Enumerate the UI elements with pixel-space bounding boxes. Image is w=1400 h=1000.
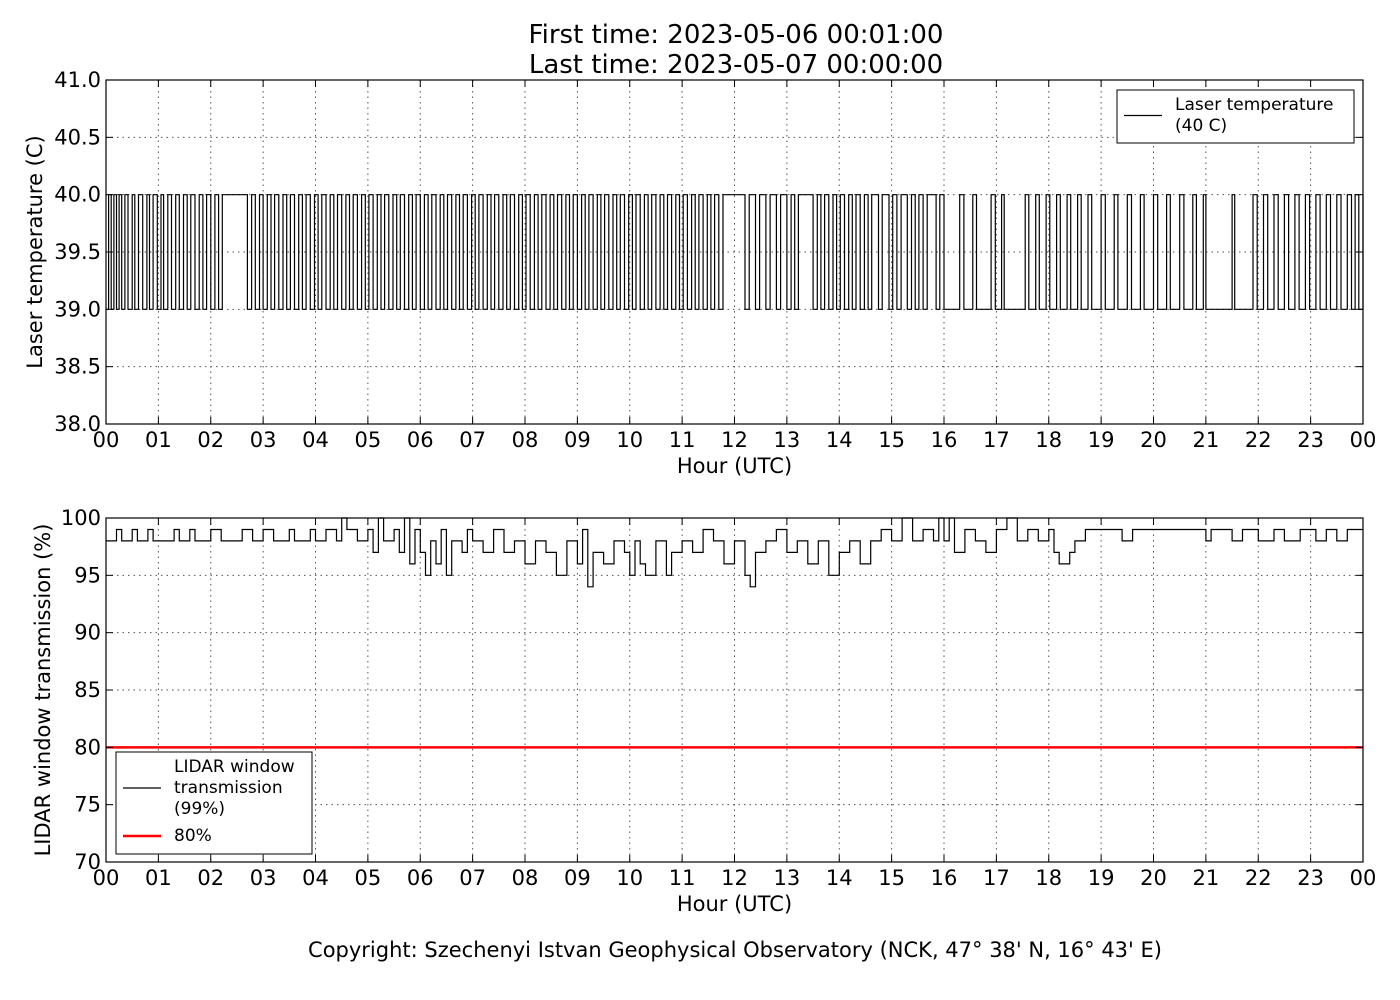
lidar-x-tick-label: 17 <box>983 866 1010 890</box>
laser-x-tick-label: 00 <box>93 428 120 452</box>
lidar-series-line <box>106 517 1363 588</box>
title-line-1: First time: 2023-05-06 00:01:00 <box>529 20 944 50</box>
lidar-x-tick-label: 23 <box>1297 866 1324 890</box>
copyright-footer: Copyright: Szechenyi Istvan Geophysical … <box>308 938 1162 962</box>
lidar-x-tick-label: 07 <box>459 866 486 890</box>
lidar-x-tick-label: 13 <box>774 866 801 890</box>
laser-x-tick-label: 07 <box>459 428 486 452</box>
lidar-legend-label: 80% <box>174 826 212 846</box>
lidar-x-tick-label: 00 <box>93 866 120 890</box>
lidar-y-tick-label: 100 <box>61 506 101 530</box>
lidar-y-tick-label: 70 <box>74 850 101 874</box>
lidar-x-tick-label: 16 <box>931 866 958 890</box>
laser-x-tick-label: 09 <box>564 428 591 452</box>
lidar-x-tick-label: 09 <box>564 866 591 890</box>
lidar-legend-label: LIDAR window <box>174 757 295 777</box>
laser-x-tick-label: 15 <box>878 428 905 452</box>
lidar-legend-label: (99%) <box>174 799 225 819</box>
lidar-legend-label: transmission <box>174 778 283 798</box>
laser-temperature-chart: 00 01 02 03 04 05 06 07 08 09 10 11 12 13 14 15 16 17 18 19… <box>23 68 1376 478</box>
lidar-x-tick-label: 19 <box>1088 866 1115 890</box>
laser-x-tick-label: 04 <box>302 428 329 452</box>
laser-x-axis-label: Hour (UTC) <box>677 454 792 478</box>
lidar-y-tick-label: 95 <box>74 563 101 587</box>
lidar-y-axis-label: LIDAR window transmission (%) <box>31 524 55 857</box>
laser-y-tick-label: 40.0 <box>54 183 101 207</box>
laser-y-tick-label: 38.0 <box>54 412 101 436</box>
lidar-x-tick-label: 00 <box>1350 866 1377 890</box>
laser-x-tick-label: 08 <box>512 428 539 452</box>
lidar-x-tick-label: 21 <box>1193 866 1220 890</box>
title-line-2: Last time: 2023-05-07 00:00:00 <box>529 50 943 80</box>
lidar-x-tick-label: 15 <box>878 866 905 890</box>
laser-x-tick-label: 01 <box>145 428 172 452</box>
laser-x-tick-label: 10 <box>616 428 643 452</box>
laser-series-line <box>106 194 1364 310</box>
laser-x-tick-label: 11 <box>669 428 696 452</box>
lidar-y-tick-label: 75 <box>74 793 101 817</box>
lidar-x-tick-label: 20 <box>1140 866 1167 890</box>
laser-y-tick-label: 38.5 <box>54 355 101 379</box>
lidar-transmission-chart: 00 01 02 03 04 05 06 07 08 09 10 11 12 13 14 15 16 17 18 19… <box>31 506 1376 916</box>
laser-x-tick-label: 20 <box>1140 428 1167 452</box>
laser-x-tick-label: 21 <box>1193 428 1220 452</box>
lidar-x-tick-label: 11 <box>669 866 696 890</box>
laser-y-axis-label: Laser temperature (C) <box>23 135 47 368</box>
laser-x-tick-label: 17 <box>983 428 1010 452</box>
laser-x-tick-label: 13 <box>774 428 801 452</box>
laser-x-tick-label: 12 <box>721 428 748 452</box>
lidar-x-tick-label: 14 <box>826 866 853 890</box>
laser-x-tick-label: 16 <box>931 428 958 452</box>
lidar-x-tick-label: 08 <box>512 866 539 890</box>
lidar-x-tick-label: 02 <box>197 866 224 890</box>
lidar-y-tick-label: 90 <box>74 621 101 645</box>
laser-legend-box <box>1116 89 1355 144</box>
laser-x-tick-label: 22 <box>1245 428 1272 452</box>
lidar-y-tick-label: 80 <box>74 735 101 759</box>
lidar-x-tick-label: 03 <box>250 866 277 890</box>
laser-legend-label: (40 C) <box>1175 116 1227 136</box>
laser-y-tick-label: 41.0 <box>54 68 101 92</box>
laser-x-tick-label: 06 <box>407 428 434 452</box>
lidar-x-tick-label: 05 <box>355 866 382 890</box>
lidar-x-tick-label: 22 <box>1245 866 1272 890</box>
lidar-x-axis-label: Hour (UTC) <box>677 892 792 916</box>
lidar-x-tick-label: 10 <box>616 866 643 890</box>
lidar-x-tick-label: 06 <box>407 866 434 890</box>
laser-x-tick-label: 18 <box>1035 428 1062 452</box>
laser-legend: Laser temperature(40 C) <box>1116 89 1355 144</box>
laser-legend-label: Laser temperature <box>1175 95 1333 115</box>
lidar-x-tick-label: 01 <box>145 866 172 890</box>
laser-x-tick-label: 05 <box>355 428 382 452</box>
lidar-x-tick-label: 04 <box>302 866 329 890</box>
lidar-x-tick-label: 18 <box>1035 866 1062 890</box>
laser-x-tick-label: 00 <box>1350 428 1377 452</box>
lidar-y-tick-label: 85 <box>74 678 101 702</box>
laser-y-tick-label: 39.5 <box>54 240 101 264</box>
laser-x-tick-label: 03 <box>250 428 277 452</box>
laser-x-tick-label: 23 <box>1297 428 1324 452</box>
laser-y-tick-label: 39.0 <box>54 297 101 321</box>
laser-y-tick-label: 40.5 <box>54 125 101 149</box>
laser-x-tick-label: 14 <box>826 428 853 452</box>
lidar-x-tick-label: 12 <box>721 866 748 890</box>
laser-x-tick-label: 02 <box>197 428 224 452</box>
laser-x-tick-label: 19 <box>1088 428 1115 452</box>
